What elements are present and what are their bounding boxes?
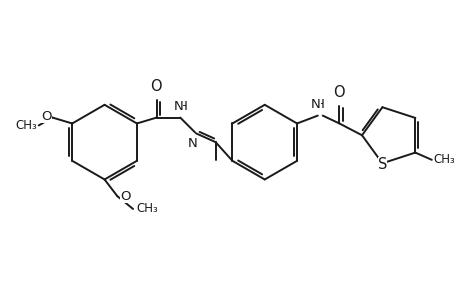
Text: N: N xyxy=(310,98,320,111)
Text: S: S xyxy=(377,157,386,172)
Text: H: H xyxy=(177,100,187,113)
Text: N: N xyxy=(173,100,183,113)
Text: O: O xyxy=(332,85,343,100)
Text: O: O xyxy=(120,190,130,203)
Text: CH₃: CH₃ xyxy=(136,202,157,215)
Text: CH₃: CH₃ xyxy=(433,153,454,166)
Text: O: O xyxy=(150,79,161,94)
Text: H: H xyxy=(314,98,324,111)
Text: CH₃: CH₃ xyxy=(15,119,37,132)
Text: O: O xyxy=(41,110,51,123)
Text: N: N xyxy=(188,137,197,150)
